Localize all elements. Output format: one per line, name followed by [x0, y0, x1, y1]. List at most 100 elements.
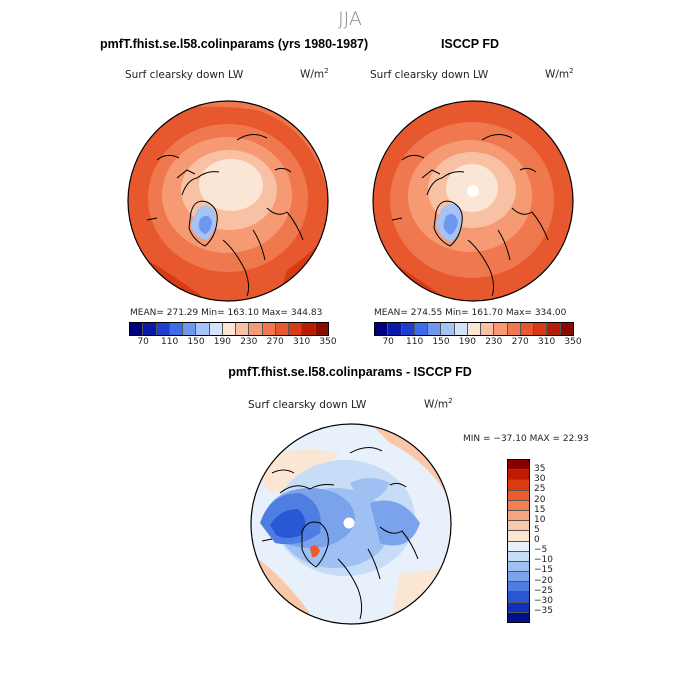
colorbar-swatch	[222, 323, 237, 335]
greenland-min	[198, 215, 212, 234]
colorbar-swatch	[494, 323, 508, 335]
obs-colorbar	[374, 322, 574, 336]
panel-diff-variable: Surf clearsky down LW	[248, 399, 367, 411]
colorbar-swatch	[441, 323, 455, 335]
colorbar-swatch	[196, 323, 210, 335]
colorbar-swatch	[467, 323, 482, 335]
colorbar-swatch	[547, 323, 561, 335]
coastlines	[391, 134, 549, 297]
colorbar-swatch	[508, 531, 529, 542]
colorbar-tick-label: 10	[534, 514, 546, 525]
colorbar-swatch	[315, 323, 328, 335]
panel-diff-units: W/m2	[424, 397, 453, 411]
colorbar-tick-label: −25	[534, 585, 553, 596]
panel-obs-title: ISCCP FD	[440, 37, 500, 51]
colorbar-tick-label: −30	[534, 595, 553, 606]
colorbar-swatch	[428, 323, 442, 335]
colorbar-swatch	[508, 551, 529, 562]
colorbar-swatch	[454, 323, 468, 335]
diff-maximum	[310, 545, 320, 558]
panel-model-title: pmfT.fhist.se.l58.colinparams (yrs 1980-…	[100, 37, 369, 51]
model-polar-map	[127, 100, 329, 302]
colorbar-swatch	[401, 323, 415, 335]
panel-diff-title: pmfT.fhist.se.l58.colinparams - ISCCP FD	[228, 365, 472, 379]
colorbar-tick-label: 70	[382, 337, 394, 347]
panel-obs-units: W/m2	[545, 67, 574, 81]
colorbar-swatch	[508, 470, 529, 481]
diff-polar-map	[250, 423, 452, 625]
colorbar-swatch	[508, 541, 529, 552]
colorbar-swatch	[183, 323, 197, 335]
colorbar-swatch	[262, 323, 276, 335]
colorbar-swatch	[508, 592, 529, 603]
colorbar-swatch	[481, 323, 495, 335]
colorbar-swatch	[508, 490, 529, 501]
panel-model-stats: MEAN= 271.29 Min= 163.10 Max= 344.83	[130, 308, 323, 318]
colorbar-tick-label: 30	[534, 474, 546, 485]
colorbar-tick-label: 270	[266, 337, 284, 347]
colorbar-tick-label: 5	[534, 524, 540, 535]
colorbar-tick-label: −20	[534, 575, 553, 586]
colorbar-tick-label: 110	[406, 337, 424, 347]
colorbar-swatch	[275, 323, 290, 335]
colorbar-tick-label: 310	[293, 337, 311, 347]
greenland-min	[443, 214, 458, 235]
colorbar-tick-label: 20	[534, 494, 546, 505]
colorbar-tick-label: 270	[511, 337, 529, 347]
colorbar-swatch	[249, 323, 263, 335]
colorbar-tick-label: 150	[432, 337, 450, 347]
colorbar-swatch	[289, 323, 303, 335]
missing-pole	[343, 517, 355, 529]
panel-model-variable: Surf clearsky down LW	[125, 69, 244, 81]
colorbar-tick-label: 0	[534, 535, 540, 545]
colorbar-tick-label: 350	[564, 337, 582, 347]
colorbar-tick-label: −15	[534, 565, 553, 576]
colorbar-tick-label: 110	[161, 337, 179, 347]
colorbar-swatch	[508, 612, 529, 622]
colorbar-swatch	[520, 323, 535, 335]
colorbar-swatch	[156, 323, 170, 335]
colorbar-swatch	[508, 510, 529, 522]
colorbar-swatch	[388, 323, 402, 335]
panel-obs-stats: MEAN= 274.55 Min= 161.70 Max= 334.00	[374, 308, 567, 318]
colorbar-tick-label: 310	[538, 337, 556, 347]
map-boundary	[250, 423, 452, 625]
colorbar-swatch	[414, 323, 429, 335]
colorbar-swatch	[130, 323, 144, 335]
colorbar-swatch	[302, 323, 316, 335]
colorbar-swatch	[209, 323, 223, 335]
map-boundary	[127, 100, 329, 302]
missing-pole	[467, 185, 479, 197]
coastlines	[261, 447, 419, 620]
colorbar-swatch	[375, 323, 389, 335]
panel-model-units: W/m2	[300, 67, 329, 81]
colorbar-swatch	[169, 323, 184, 335]
map-field-contour	[370, 500, 420, 546]
colorbar-tick-label: −5	[534, 545, 548, 556]
colorbar-tick-label: −10	[534, 555, 553, 566]
colorbar-swatch	[534, 323, 548, 335]
colorbar-tick-label: 25	[534, 484, 546, 495]
colorbar-tick-label: −35	[534, 605, 553, 616]
colorbar-swatch	[236, 323, 250, 335]
colorbar-swatch	[143, 323, 157, 335]
colorbar-tick-label: 230	[485, 337, 503, 347]
map-field-contour	[350, 478, 390, 502]
colorbar-tick-label: 15	[534, 504, 546, 515]
obs-polar-map	[372, 100, 574, 302]
colorbar-swatch	[560, 323, 573, 335]
colorbar-tick-label: 190	[458, 337, 476, 347]
colorbar-swatch	[508, 561, 529, 573]
colorbar-swatch	[508, 500, 529, 511]
diff-colorbar	[507, 459, 530, 623]
colorbar-swatch	[508, 460, 529, 471]
colorbar-swatch	[508, 521, 529, 532]
colorbar-tick-label: 230	[240, 337, 258, 347]
colorbar-tick-label: 190	[213, 337, 231, 347]
map-boundary	[372, 100, 574, 302]
diff-minimum	[270, 509, 306, 538]
colorbar-swatch	[508, 582, 529, 593]
colorbar-tick-label: 35	[534, 464, 546, 475]
colorbar-swatch	[508, 480, 529, 491]
model-colorbar	[129, 322, 329, 336]
